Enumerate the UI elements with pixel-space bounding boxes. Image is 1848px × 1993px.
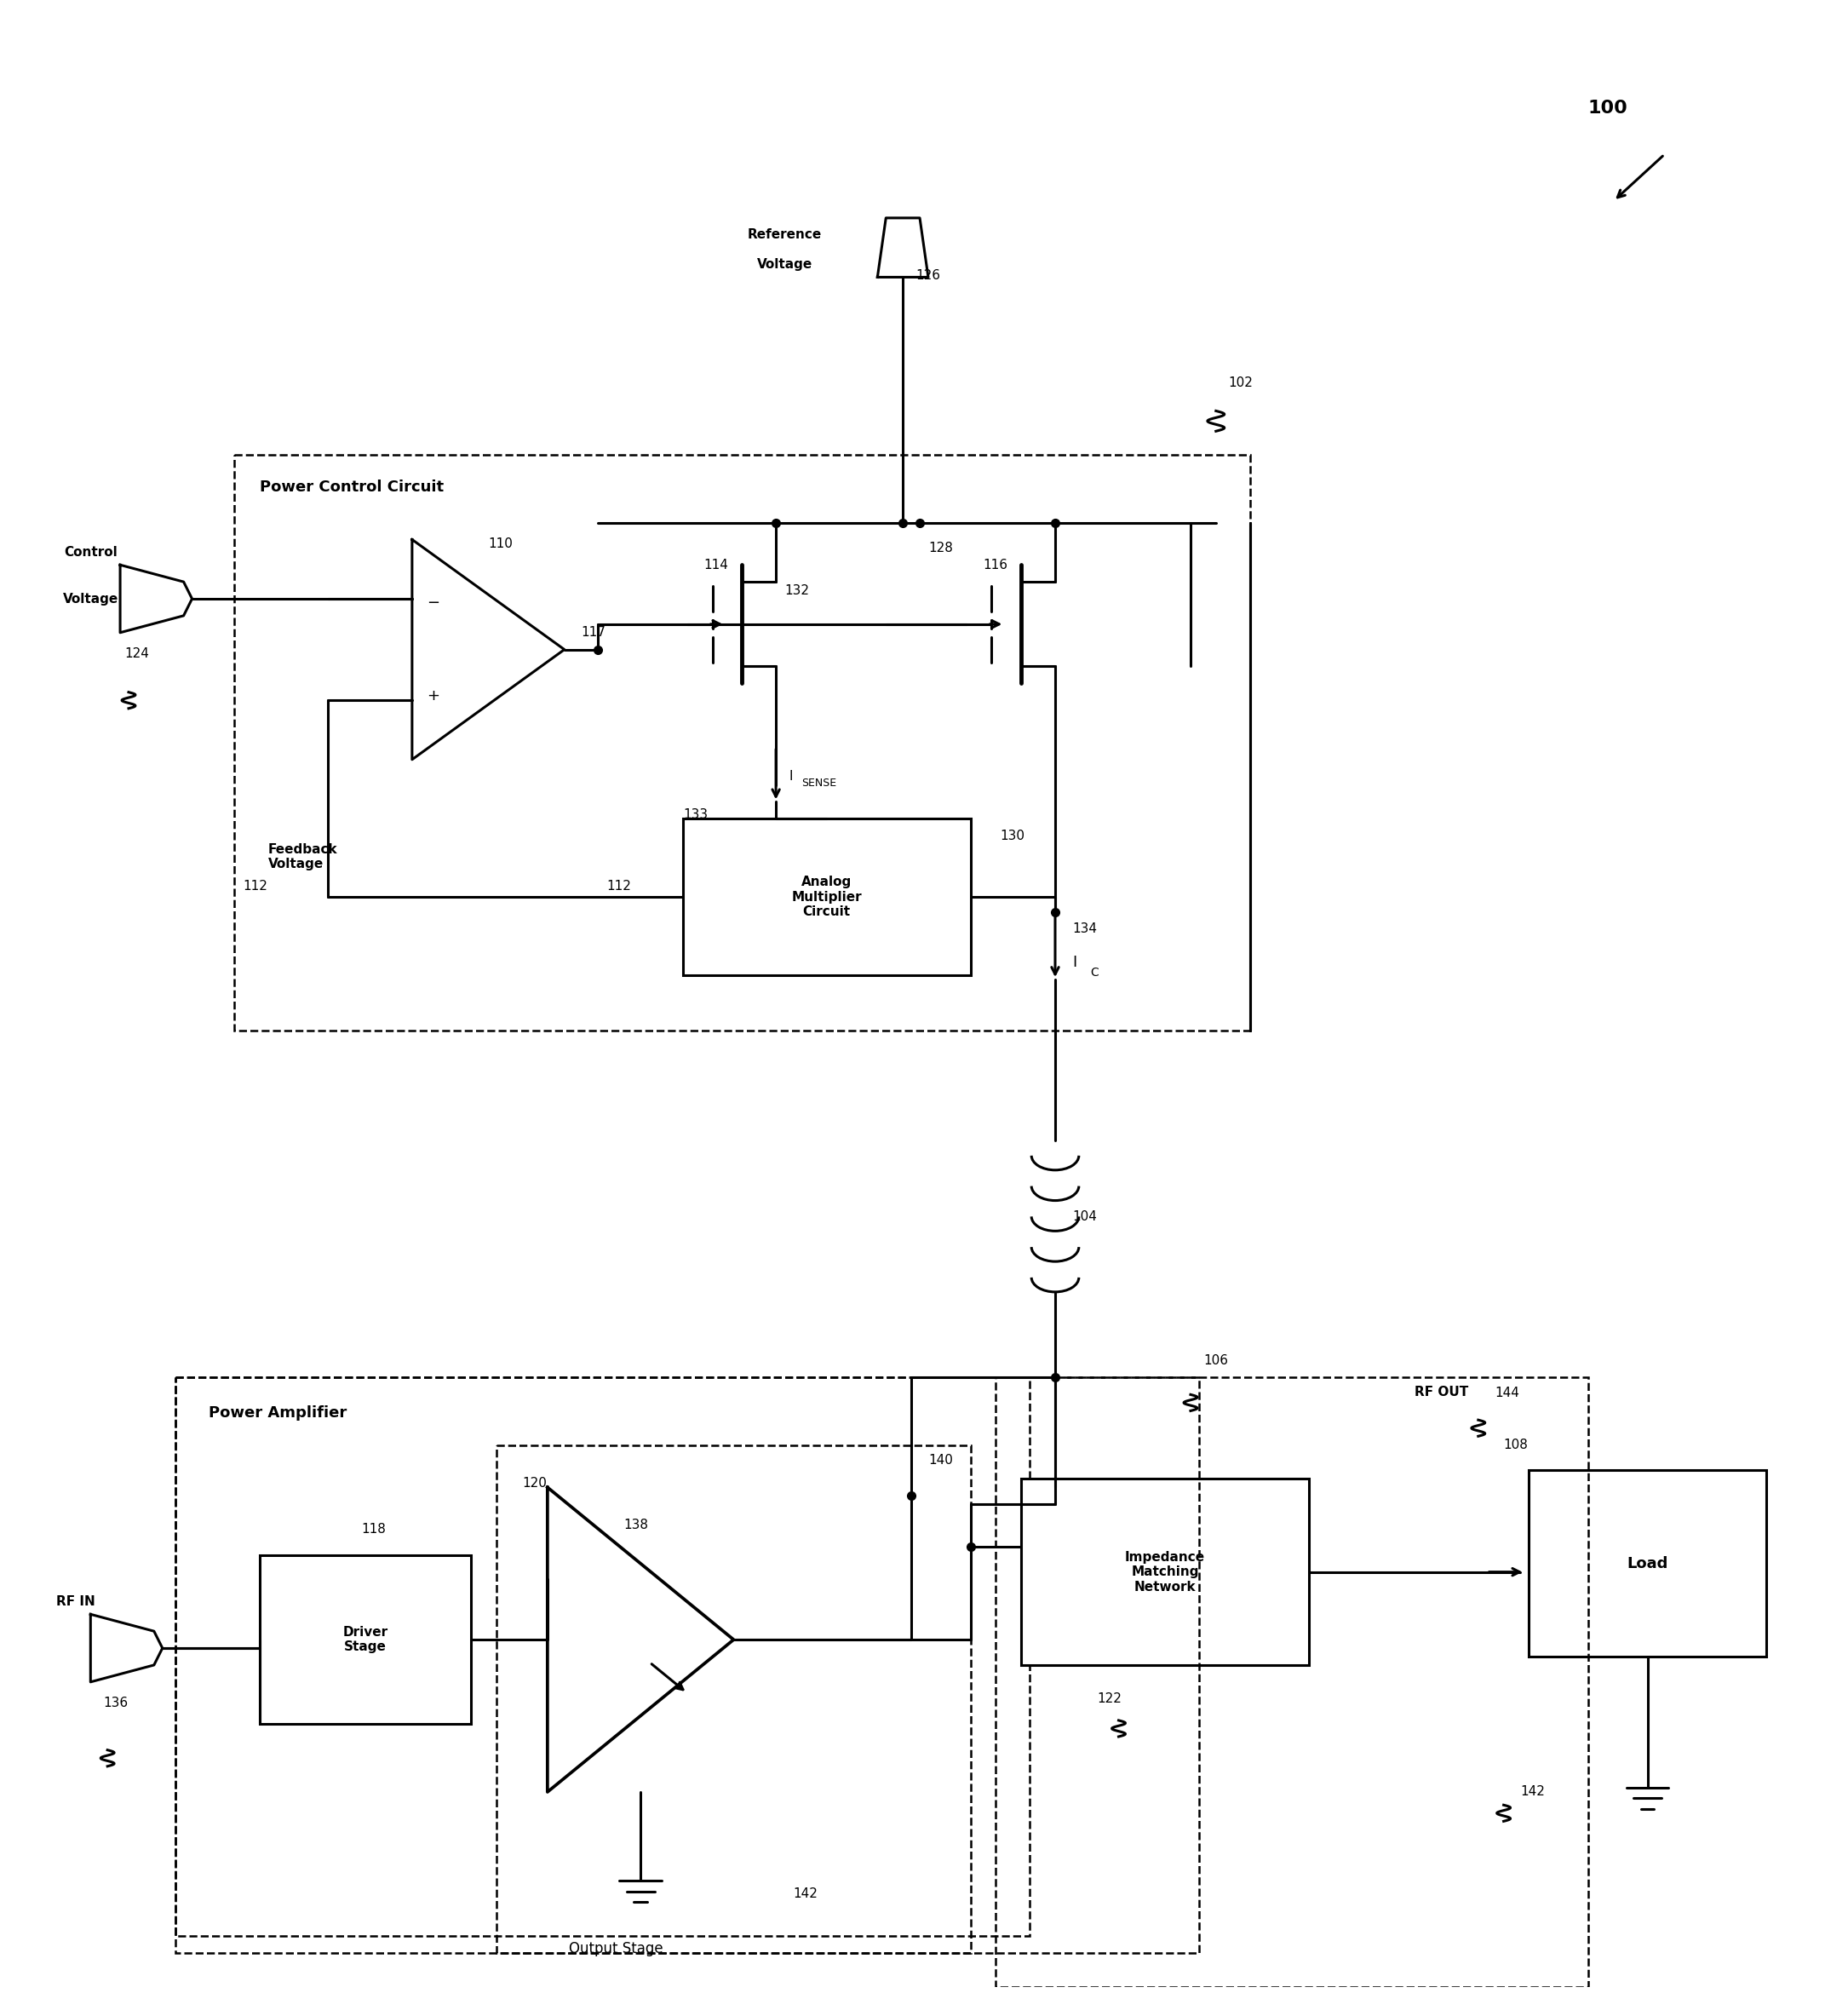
Text: C: C: [1090, 967, 1100, 979]
Text: 132: 132: [784, 584, 809, 596]
Text: Analog
Multiplier
Circuit: Analog Multiplier Circuit: [791, 875, 861, 919]
Text: 122: 122: [1098, 1692, 1122, 1706]
Text: 118: 118: [362, 1523, 386, 1537]
Text: 133: 133: [684, 809, 708, 821]
Text: 114: 114: [704, 558, 728, 572]
Text: 116: 116: [983, 558, 1007, 572]
Text: Feedback
Voltage: Feedback Voltage: [268, 843, 338, 871]
Text: 142: 142: [1521, 1786, 1545, 1798]
Text: 120: 120: [523, 1477, 547, 1489]
Text: SENSE: SENSE: [802, 777, 837, 789]
Text: I: I: [789, 769, 793, 783]
Text: Control: Control: [65, 546, 116, 558]
Text: 128: 128: [928, 542, 954, 554]
Text: 117: 117: [582, 626, 606, 640]
Text: 102: 102: [1229, 377, 1253, 389]
Polygon shape: [684, 819, 970, 975]
Text: 100: 100: [1587, 100, 1628, 116]
Text: Driver
Stage: Driver Stage: [344, 1626, 388, 1654]
Text: 108: 108: [1504, 1439, 1528, 1451]
Polygon shape: [120, 564, 192, 632]
Text: 126: 126: [915, 269, 941, 281]
Text: RF OUT: RF OUT: [1416, 1385, 1469, 1399]
Text: 134: 134: [1072, 923, 1096, 935]
Text: 110: 110: [488, 538, 512, 550]
Text: RF IN: RF IN: [55, 1594, 94, 1608]
Text: −: −: [427, 596, 440, 610]
Text: 112: 112: [242, 881, 268, 893]
Text: 106: 106: [1203, 1353, 1227, 1367]
Text: Output Stage: Output Stage: [569, 1941, 663, 1957]
Polygon shape: [547, 1487, 734, 1792]
Text: Reference: Reference: [747, 229, 822, 241]
Text: +: +: [427, 688, 440, 704]
Text: 104: 104: [1072, 1210, 1096, 1224]
Text: 142: 142: [793, 1887, 817, 1899]
Text: 138: 138: [623, 1519, 649, 1533]
Text: 144: 144: [1495, 1387, 1519, 1399]
Polygon shape: [412, 540, 564, 759]
Polygon shape: [1528, 1471, 1767, 1656]
Text: Power Amplifier: Power Amplifier: [209, 1405, 347, 1421]
Text: I: I: [1072, 955, 1077, 971]
Text: Impedance
Matching
Network: Impedance Matching Network: [1125, 1551, 1205, 1592]
Text: Voltage: Voltage: [63, 592, 118, 606]
Text: 130: 130: [1000, 829, 1026, 843]
Polygon shape: [261, 1555, 471, 1724]
Text: Voltage: Voltage: [756, 259, 811, 271]
Text: 136: 136: [103, 1696, 128, 1710]
Text: 140: 140: [928, 1453, 954, 1467]
Polygon shape: [1022, 1479, 1308, 1664]
Text: Power Control Circuit: Power Control Circuit: [261, 480, 444, 494]
Text: Load: Load: [1626, 1557, 1669, 1570]
Text: 124: 124: [124, 648, 150, 660]
Text: 112: 112: [606, 881, 632, 893]
Polygon shape: [91, 1614, 163, 1682]
